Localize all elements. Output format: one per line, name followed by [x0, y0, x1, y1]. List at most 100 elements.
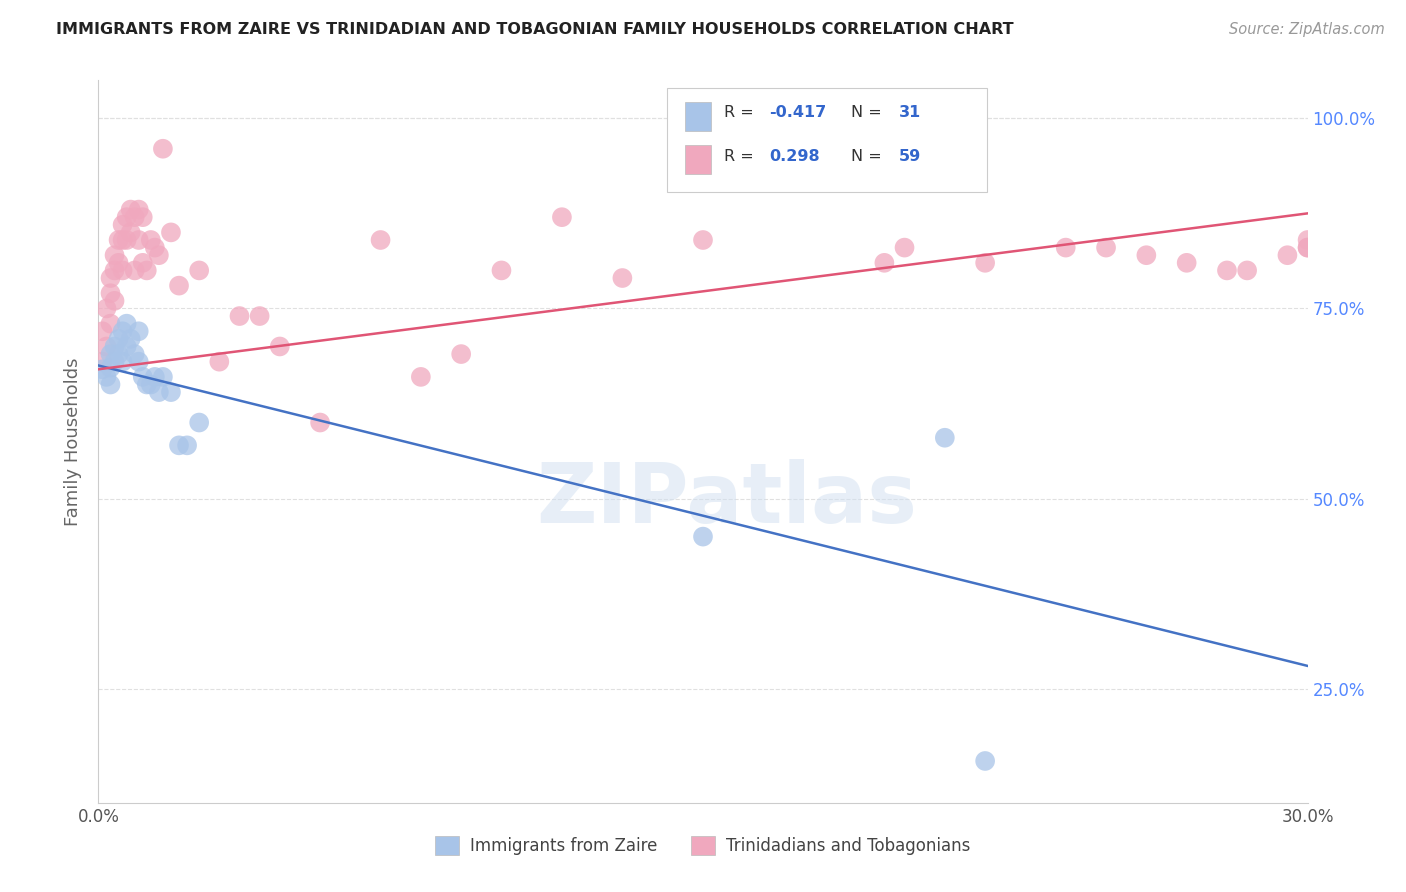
Point — [974, 256, 997, 270]
Point — [152, 370, 174, 384]
Point — [107, 347, 129, 361]
Point — [450, 347, 472, 361]
Point — [128, 354, 150, 368]
Point — [103, 248, 125, 262]
Point — [1095, 241, 1118, 255]
Text: R =: R = — [724, 149, 763, 163]
Point — [228, 309, 250, 323]
Point — [208, 354, 231, 368]
Point — [1135, 248, 1157, 262]
Point — [132, 256, 155, 270]
Point — [269, 339, 291, 353]
Text: R =: R = — [724, 105, 758, 120]
Point — [103, 263, 125, 277]
FancyBboxPatch shape — [685, 102, 711, 131]
FancyBboxPatch shape — [685, 145, 711, 174]
Point — [96, 339, 118, 353]
Point — [107, 256, 129, 270]
Point — [96, 370, 118, 384]
Text: N =: N = — [851, 105, 886, 120]
Text: ZIPatlas: ZIPatlas — [537, 458, 918, 540]
Point — [143, 241, 166, 255]
Point — [893, 241, 915, 255]
Point — [100, 271, 122, 285]
Legend: Immigrants from Zaire, Trinidadians and Tobagonians: Immigrants from Zaire, Trinidadians and … — [427, 827, 979, 863]
Point — [100, 286, 122, 301]
Point — [111, 354, 134, 368]
Point — [409, 370, 432, 384]
Point — [115, 233, 138, 247]
Point — [1277, 248, 1299, 262]
Point — [152, 142, 174, 156]
Point — [1175, 256, 1198, 270]
Point — [135, 377, 157, 392]
Point — [100, 317, 122, 331]
Text: 0.298: 0.298 — [769, 149, 820, 163]
Text: N =: N = — [851, 149, 886, 163]
Point — [107, 332, 129, 346]
Text: 59: 59 — [898, 149, 921, 163]
Point — [91, 362, 114, 376]
Point — [772, 157, 794, 171]
Point — [96, 301, 118, 316]
Point — [1296, 233, 1319, 247]
Point — [370, 233, 392, 247]
Point — [103, 293, 125, 308]
Point — [167, 278, 190, 293]
Point — [111, 324, 134, 338]
Point — [873, 256, 896, 270]
FancyBboxPatch shape — [666, 87, 987, 193]
Point — [1054, 241, 1077, 255]
Point — [934, 431, 956, 445]
Point — [91, 324, 114, 338]
Point — [160, 226, 183, 240]
Point — [124, 347, 146, 361]
Text: 31: 31 — [898, 105, 921, 120]
Point — [120, 202, 142, 217]
Point — [111, 263, 134, 277]
Point — [148, 248, 170, 262]
Text: -0.417: -0.417 — [769, 105, 827, 120]
Point — [132, 370, 155, 384]
Point — [148, 385, 170, 400]
Point — [309, 416, 332, 430]
Point — [124, 210, 146, 224]
Point — [974, 754, 997, 768]
Point — [135, 263, 157, 277]
Point — [692, 530, 714, 544]
Point — [188, 263, 211, 277]
Point — [111, 218, 134, 232]
Point — [551, 210, 574, 224]
Point — [120, 332, 142, 346]
Point — [491, 263, 513, 277]
Point — [139, 233, 162, 247]
Point — [1216, 263, 1239, 277]
Point — [188, 416, 211, 430]
Point — [103, 339, 125, 353]
Point — [100, 377, 122, 392]
Text: IMMIGRANTS FROM ZAIRE VS TRINIDADIAN AND TOBAGONIAN FAMILY HOUSEHOLDS CORRELATIO: IMMIGRANTS FROM ZAIRE VS TRINIDADIAN AND… — [56, 22, 1014, 37]
Point — [793, 119, 815, 133]
Point — [1296, 241, 1319, 255]
Point — [115, 210, 138, 224]
Text: Source: ZipAtlas.com: Source: ZipAtlas.com — [1229, 22, 1385, 37]
Point — [160, 385, 183, 400]
Point — [128, 233, 150, 247]
Point — [115, 339, 138, 353]
Point — [115, 317, 138, 331]
Point — [103, 354, 125, 368]
Y-axis label: Family Households: Family Households — [65, 358, 83, 525]
Point — [1236, 263, 1258, 277]
Point — [167, 438, 190, 452]
Point — [692, 233, 714, 247]
Point — [249, 309, 271, 323]
Point — [143, 370, 166, 384]
Point — [111, 233, 134, 247]
Point — [124, 263, 146, 277]
Point — [100, 360, 122, 375]
Point — [128, 202, 150, 217]
Point — [100, 347, 122, 361]
Point — [128, 324, 150, 338]
Point — [132, 210, 155, 224]
Point — [91, 354, 114, 368]
